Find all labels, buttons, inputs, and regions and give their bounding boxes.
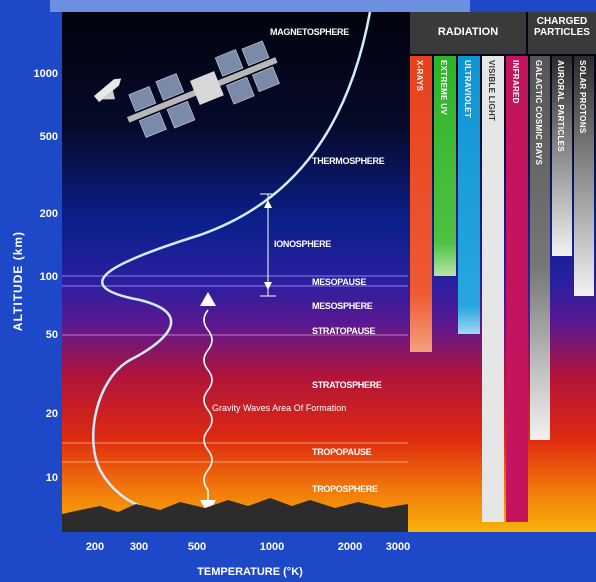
bar-galactic-cosmic-rays xyxy=(530,56,550,440)
bar-label-ultraviolet: ULTRAVIOLET xyxy=(463,60,472,119)
gravity-waves-arrow xyxy=(203,309,213,500)
bar-label-visible-light: VISIBLE LIGHT xyxy=(487,60,496,122)
bar-label-x-rays: X-RAYS xyxy=(415,60,424,92)
x-tick: 1000 xyxy=(259,541,285,553)
y-tick: 20 xyxy=(45,408,58,420)
charged-particles-header-box xyxy=(528,12,596,54)
y-tick: 10 xyxy=(45,472,58,484)
label-troposphere: TROPOSPHERE xyxy=(312,484,378,494)
bar-label-extreme-uv: EXTREME UV xyxy=(439,60,448,116)
x-tick: 500 xyxy=(187,541,207,553)
bar-ultraviolet xyxy=(458,56,480,334)
bar-solar-protons xyxy=(574,56,594,296)
label-stratopause: STRATOPAUSE xyxy=(312,326,376,336)
label-magnetosphere: MAGNETOSPHERE xyxy=(270,27,349,37)
bar-auroral-particles xyxy=(552,56,572,256)
x-axis-title: TEMPERATURE (°K) xyxy=(197,566,303,578)
x-tick: 300 xyxy=(129,541,149,553)
bar-label-solar-protons: SOLAR PROTONS xyxy=(578,60,587,134)
top-strip xyxy=(50,0,470,12)
x-tick: 200 xyxy=(85,541,105,553)
bar-label-galactic-cosmic-rays: GALACTIC COSMIC RAYS xyxy=(534,60,543,166)
y-tick: 100 xyxy=(39,271,58,283)
temperature-profile-curve xyxy=(92,11,372,508)
y-tick: 200 xyxy=(39,208,58,220)
ionosphere-arrow-down xyxy=(264,282,272,290)
bar-visible-light xyxy=(482,56,504,522)
label-tropopause: TROPOPAUSE xyxy=(312,447,372,457)
bar-label-infrared: INFRARED xyxy=(511,60,520,104)
space-station-image xyxy=(126,40,280,138)
y-tick: 50 xyxy=(45,329,58,341)
bar-label-auroral-particles: AURORAL PARTICLES xyxy=(556,60,565,152)
radiation-header: RADIATION xyxy=(437,26,499,38)
y-tick: 500 xyxy=(39,131,58,143)
bar-x-rays xyxy=(410,56,432,352)
gravity-waves-label: Gravity Waves Area Of Formation xyxy=(212,403,347,413)
y-tick: 1000 xyxy=(33,68,58,80)
radiation-header-box xyxy=(410,12,526,54)
label-mesopause: MESOPAUSE xyxy=(312,277,367,287)
label-thermosphere: THERMOSPHERE xyxy=(312,156,385,166)
label-mesosphere: MESOSPHERE xyxy=(312,301,373,311)
x-tick: 3000 xyxy=(385,541,411,553)
y-axis-title: ALTITUDE (km) xyxy=(11,230,25,332)
mountain-silhouette xyxy=(62,498,408,532)
x-tick: 2000 xyxy=(337,541,363,553)
charged-particles-header: CHARGED PARTICLES xyxy=(534,16,590,38)
gravity-waves-arrow-up xyxy=(200,292,216,306)
label-ionosphere: IONOSPHERE xyxy=(274,239,332,249)
bar-infrared xyxy=(506,56,528,522)
label-stratosphere: STRATOSPHERE xyxy=(312,380,382,390)
space-shuttle-image xyxy=(94,78,122,103)
bar-extreme-uv xyxy=(434,56,456,276)
ionosphere-arrow-up xyxy=(264,200,272,208)
